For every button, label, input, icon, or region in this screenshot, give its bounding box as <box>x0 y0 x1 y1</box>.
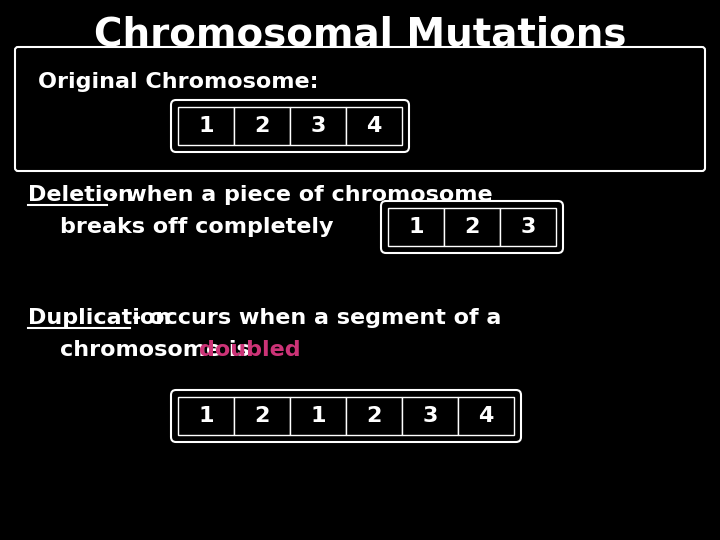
Bar <box>290 107 346 145</box>
Text: 1: 1 <box>310 406 325 426</box>
Text: 3: 3 <box>521 217 536 237</box>
Bar <box>178 397 234 435</box>
Bar <box>458 397 514 435</box>
Text: 3: 3 <box>423 406 438 426</box>
Text: 3: 3 <box>310 116 325 136</box>
Text: doubled: doubled <box>199 340 301 360</box>
FancyBboxPatch shape <box>171 100 409 152</box>
Text: 2: 2 <box>254 116 270 136</box>
Text: Deletion: Deletion <box>28 185 134 205</box>
Text: 4: 4 <box>366 116 382 136</box>
Bar <box>290 397 346 435</box>
Bar <box>402 397 458 435</box>
Bar <box>444 208 500 246</box>
Text: - when a piece of chromosome: - when a piece of chromosome <box>109 185 492 205</box>
FancyBboxPatch shape <box>381 201 563 253</box>
Bar <box>500 208 556 246</box>
Text: 1: 1 <box>198 406 214 426</box>
Bar <box>178 107 234 145</box>
Bar <box>234 107 290 145</box>
Text: 2: 2 <box>464 217 480 237</box>
FancyBboxPatch shape <box>171 390 521 442</box>
Text: 1: 1 <box>198 116 214 136</box>
Text: 2: 2 <box>254 406 270 426</box>
Text: Chromosomal Mutations: Chromosomal Mutations <box>94 16 626 54</box>
Text: 2: 2 <box>366 406 382 426</box>
Text: 4: 4 <box>478 406 494 426</box>
Text: - occurs when a segment of a: - occurs when a segment of a <box>132 308 501 328</box>
Text: chromosome is: chromosome is <box>60 340 258 360</box>
Text: Original Chromosome:: Original Chromosome: <box>38 72 318 92</box>
Bar <box>388 208 444 246</box>
Text: breaks off completely: breaks off completely <box>60 217 333 237</box>
Bar <box>346 107 402 145</box>
Bar <box>346 397 402 435</box>
Bar <box>234 397 290 435</box>
Text: 1: 1 <box>408 217 424 237</box>
Text: Duplication: Duplication <box>28 308 171 328</box>
FancyBboxPatch shape <box>15 47 705 171</box>
